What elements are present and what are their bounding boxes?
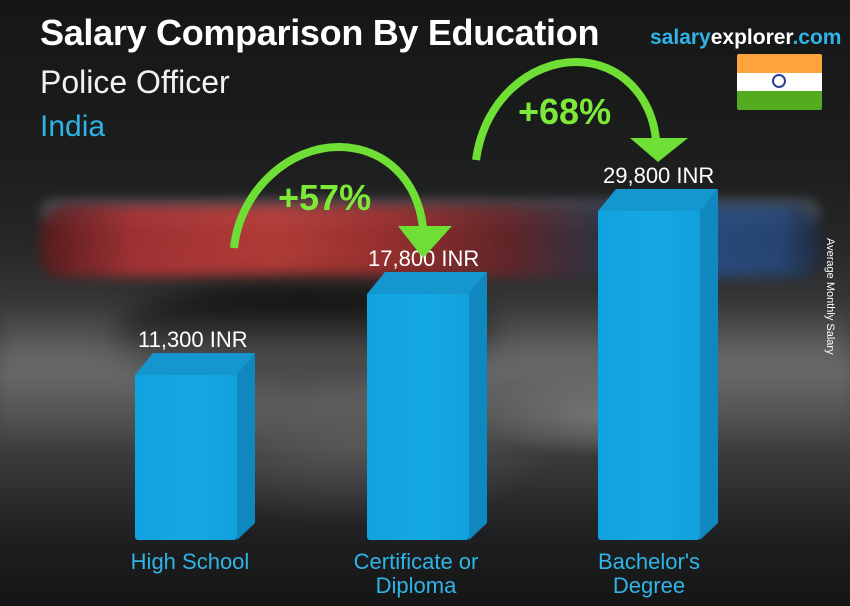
change-label-68: +68% <box>518 91 612 132</box>
brand-part-salary: salary <box>650 26 711 49</box>
arrow-icon-57 <box>230 142 452 258</box>
bar-bachelors-degree <box>598 189 718 540</box>
india-flag-icon <box>737 54 822 110</box>
job-title: Police Officer <box>40 64 230 100</box>
bar-certificate-diploma <box>367 272 487 540</box>
value-label-bachelors-degree: 29,800 INR <box>603 163 715 188</box>
change-label-57: +57% <box>278 177 372 218</box>
chart-title: Salary Comparison By Education <box>40 12 600 53</box>
bar-high-school <box>135 353 255 540</box>
brand-part-explorer: explorer <box>710 26 793 49</box>
arrow-icon-68 <box>472 57 688 162</box>
category-label-bachelors-degree: Bachelor's Degree <box>597 549 701 598</box>
ashoka-chakra-icon <box>772 74 786 88</box>
brand-logo[interactable]: salaryexplorer.com <box>650 26 841 50</box>
category-label-high-school: High School <box>130 549 250 574</box>
country-label: India <box>40 110 106 143</box>
value-label-high-school: 11,300 INR <box>138 327 248 352</box>
brand-part-domain: .com <box>792 26 842 49</box>
category-label-certificate-diploma: Certificate or Diploma <box>353 549 479 598</box>
